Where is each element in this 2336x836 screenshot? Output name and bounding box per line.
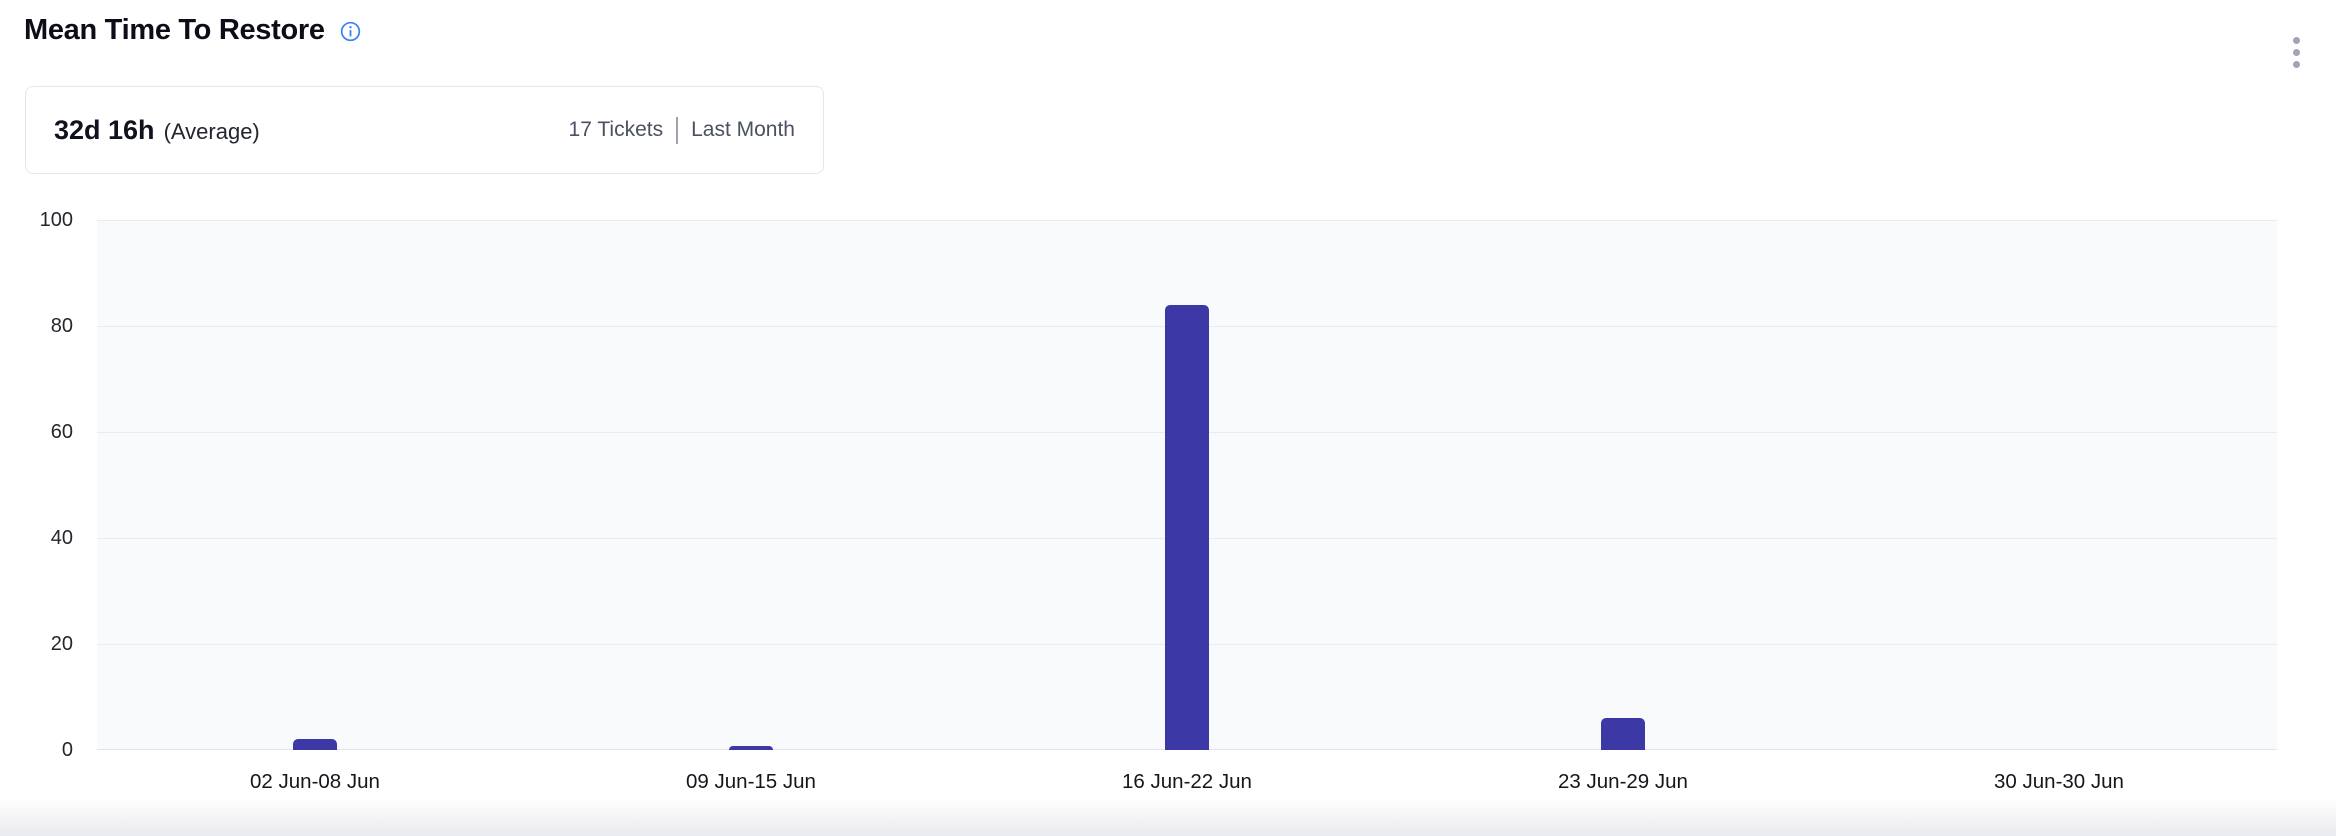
y-tick-label-80: 80 — [50, 315, 73, 337]
summary-card: 32d 16h (Average) 17 Tickets Last Month — [25, 86, 824, 174]
x-axis: 02 Jun-08 Jun 09 Jun-15 Jun 16 Jun-22 Jun 2… — [97, 769, 2277, 797]
bar-16-jun-22-jun[interactable] — [1165, 304, 1209, 750]
gridline-y100 — [97, 220, 2277, 221]
y-tick-label-0: 0 — [61, 739, 73, 761]
kebab-dot — [2293, 37, 2300, 44]
x-tick-label-4: 23 Jun-29 Jun — [1558, 770, 1688, 793]
y-tick-label-100: 100 — [39, 209, 73, 231]
average-label: (Average) — [163, 118, 260, 144]
summary-average: 32d 16h (Average) — [54, 115, 260, 146]
average-value: 32d 16h — [54, 114, 155, 145]
page-title: Mean Time To Restore — [24, 14, 325, 46]
period-label: Last Month — [691, 118, 795, 141]
meta-divider — [676, 116, 679, 144]
y-tick-label-40: 40 — [50, 527, 73, 549]
kebab-dot — [2293, 61, 2300, 68]
x-tick-label-2: 09 Jun-15 Jun — [686, 770, 816, 793]
x-tick-label-1: 02 Jun-08 Jun — [250, 770, 380, 793]
bottom-edge-gradient — [0, 798, 2336, 836]
info-icon[interactable] — [339, 20, 362, 43]
kebab-dot — [2293, 49, 2300, 56]
widget-header: Mean Time To Restore — [24, 14, 362, 47]
bar-09-jun-15-jun[interactable] — [729, 746, 773, 750]
bar-02-jun-08-jun[interactable] — [293, 739, 337, 750]
plot-area — [97, 220, 2277, 750]
kebab-menu-icon[interactable] — [2289, 33, 2304, 72]
summary-meta: 17 Tickets Last Month — [568, 116, 795, 144]
y-tick-label-20: 20 — [50, 633, 73, 655]
tickets-count: 17 Tickets — [568, 118, 664, 141]
y-tick-label-60: 60 — [50, 421, 73, 443]
y-axis: 0 20 40 60 80 100 — [0, 209, 85, 761]
x-tick-label-3: 16 Jun-22 Jun — [1122, 770, 1252, 793]
bar-23-jun-29-jun[interactable] — [1601, 718, 1645, 750]
x-tick-label-5: 30 Jun-30 Jun — [1994, 770, 2124, 793]
